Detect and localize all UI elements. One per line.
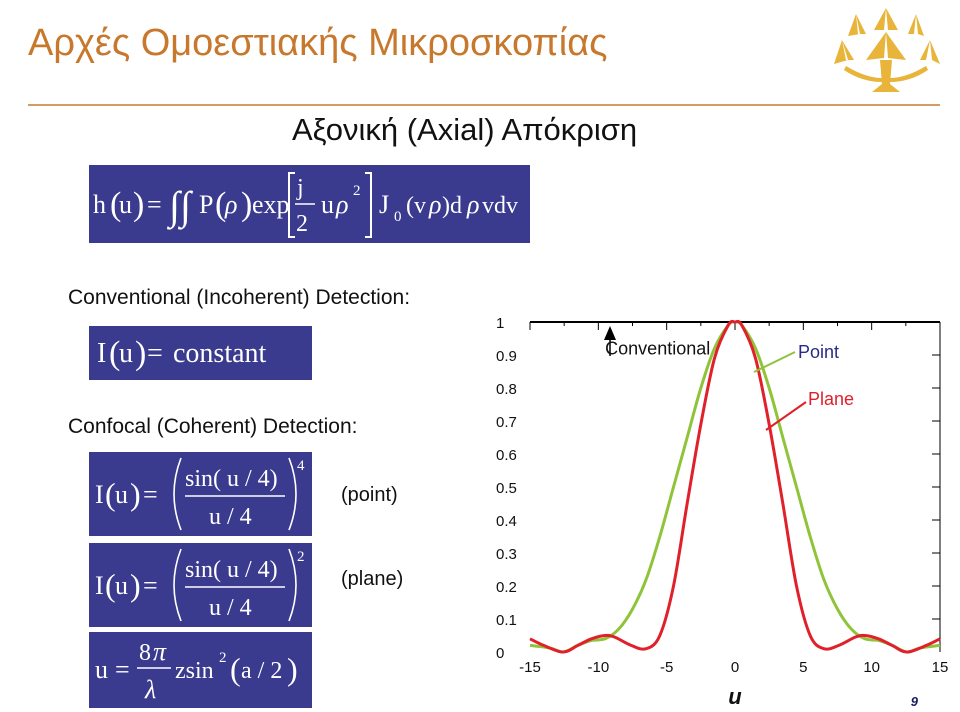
x-tick-label: 10 bbox=[863, 659, 880, 676]
series-line-plane bbox=[529, 319, 941, 654]
point-annotation-leader bbox=[753, 351, 796, 373]
svg-text:): ) bbox=[133, 186, 144, 223]
svg-text:2: 2 bbox=[219, 650, 227, 666]
u-definition-equation: u = 8 π λ zsin 2 ( a / 2 ) bbox=[89, 632, 312, 708]
svg-text:4: 4 bbox=[297, 458, 305, 474]
y-tick-label: 0.5 bbox=[496, 480, 517, 497]
x-tick-label: 0 bbox=[731, 659, 739, 676]
svg-text:(: ( bbox=[105, 476, 116, 512]
svg-text:u / 4: u / 4 bbox=[209, 504, 252, 530]
y-tick-label: 0.6 bbox=[496, 447, 517, 464]
svg-text:=: = bbox=[143, 571, 158, 600]
svg-text:ρ: ρ bbox=[466, 190, 479, 219]
point-tag: (point) bbox=[341, 484, 398, 506]
x-tick-label: -10 bbox=[587, 659, 609, 676]
svg-text:=: = bbox=[147, 338, 163, 369]
point-equation: I ( u ) = sin( u / 4) u / 4 4 bbox=[89, 452, 312, 536]
svg-text:u: u bbox=[321, 190, 334, 219]
svg-text:): ) bbox=[130, 567, 141, 603]
y-tick-label: 0.7 bbox=[496, 414, 517, 431]
svg-text:vdv: vdv bbox=[482, 193, 518, 219]
axial-response-chart: 0 0.1 0.2 0.3 0.4 0.5 0.6 0.7 0.8 0.9 1 -15 -10 -5 0 5 1… bbox=[496, 315, 949, 709]
constant-equation: I ( u ) = constant bbox=[89, 326, 312, 380]
plane-tag: (plane) bbox=[341, 568, 404, 590]
title-divider bbox=[28, 104, 940, 106]
y-tick-label: 1 bbox=[496, 315, 504, 332]
plane-equation: I ( u ) = sin( u / 4) u / 4 2 bbox=[89, 543, 312, 627]
svg-text:2: 2 bbox=[297, 549, 305, 565]
svg-text:sin( u / 4): sin( u / 4) bbox=[185, 557, 278, 583]
y-tick-label: 0.4 bbox=[496, 513, 517, 530]
y-tick-label: 0.2 bbox=[496, 579, 517, 596]
svg-text:π: π bbox=[153, 637, 167, 666]
svg-text:(: ( bbox=[109, 335, 120, 372]
x-tick-label: -5 bbox=[660, 659, 673, 676]
svg-text:=: = bbox=[115, 655, 130, 684]
svg-text:P: P bbox=[199, 190, 213, 219]
svg-text:I: I bbox=[97, 338, 106, 369]
slide-title: Αρχές Ομοεστιακής Μικροσκοπίας bbox=[28, 22, 608, 64]
svg-text:ρ: ρ bbox=[335, 190, 348, 219]
svg-text:): ) bbox=[287, 651, 298, 687]
plane-annotation: Plane bbox=[808, 389, 854, 409]
svg-text:(: ( bbox=[215, 186, 226, 223]
x-axis-label: u bbox=[728, 684, 742, 709]
plane-annotation-leader bbox=[765, 401, 807, 431]
y-tick-label: 0 bbox=[496, 645, 504, 662]
svg-text:j: j bbox=[296, 175, 304, 201]
svg-text:h: h bbox=[93, 190, 106, 219]
svg-text:I: I bbox=[95, 571, 104, 600]
svg-text:sin( u / 4): sin( u / 4) bbox=[185, 466, 278, 492]
svg-text:): ) bbox=[135, 335, 146, 372]
svg-text:exp: exp bbox=[252, 190, 290, 219]
y-tick-label: 0.8 bbox=[496, 381, 517, 398]
y-tick-label: 0.3 bbox=[496, 546, 517, 563]
series-line-point bbox=[529, 320, 941, 654]
conventional-arrowhead bbox=[604, 326, 616, 340]
svg-text:(: ( bbox=[110, 186, 121, 223]
university-logo-icon bbox=[834, 8, 940, 92]
svg-text:u: u bbox=[119, 190, 132, 219]
svg-text:ρ: ρ bbox=[428, 190, 441, 219]
x-tick-label: 15 bbox=[932, 659, 949, 676]
svg-text:): ) bbox=[130, 476, 141, 512]
y-tick-label: 0.1 bbox=[496, 612, 517, 629]
svg-text:(: ( bbox=[230, 651, 241, 687]
svg-text:2: 2 bbox=[353, 183, 361, 199]
svg-text:2: 2 bbox=[296, 211, 308, 237]
svg-text:u / 4: u / 4 bbox=[209, 595, 252, 621]
y-tick-label: 0.9 bbox=[496, 348, 517, 365]
svg-text:u: u bbox=[115, 480, 128, 509]
svg-text:8: 8 bbox=[139, 640, 151, 666]
svg-text:∫∫: ∫∫ bbox=[166, 183, 194, 230]
svg-text:=: = bbox=[143, 480, 158, 509]
svg-text:zsin: zsin bbox=[175, 658, 214, 684]
svg-text:)d: )d bbox=[442, 193, 462, 219]
svg-text:): ) bbox=[241, 186, 252, 223]
svg-text:=: = bbox=[147, 190, 162, 219]
svg-text:u: u bbox=[95, 655, 108, 684]
page-number: 9 bbox=[910, 694, 918, 709]
x-tick-label: -15 bbox=[519, 659, 541, 676]
svg-text:a / 2: a / 2 bbox=[241, 658, 282, 684]
confocal-detection-label: Confocal (Coherent) Detection: bbox=[68, 415, 358, 438]
conventional-annotation: Conventional bbox=[605, 338, 710, 358]
svg-text:J: J bbox=[379, 190, 389, 219]
svg-text:λ: λ bbox=[144, 675, 156, 704]
svg-text:(v: (v bbox=[406, 193, 426, 219]
x-tick-label: 5 bbox=[799, 659, 807, 676]
point-annotation: Point bbox=[798, 342, 839, 362]
svg-text:constant: constant bbox=[173, 338, 267, 369]
slide-subtitle: Αξονική (Axial) Απόκριση bbox=[292, 112, 638, 147]
svg-text:u: u bbox=[115, 571, 128, 600]
main-equation: h ( u ) = ∫∫ P ( ρ ) exp j 2 u ρ 2 J 0 (… bbox=[89, 165, 530, 243]
svg-text:0: 0 bbox=[394, 209, 402, 225]
svg-text:ρ: ρ bbox=[224, 190, 237, 219]
svg-text:I: I bbox=[95, 480, 104, 509]
svg-text:u: u bbox=[119, 338, 133, 369]
svg-text:(: ( bbox=[105, 567, 116, 603]
conventional-detection-label: Conventional (Incoherent) Detection: bbox=[68, 286, 411, 309]
